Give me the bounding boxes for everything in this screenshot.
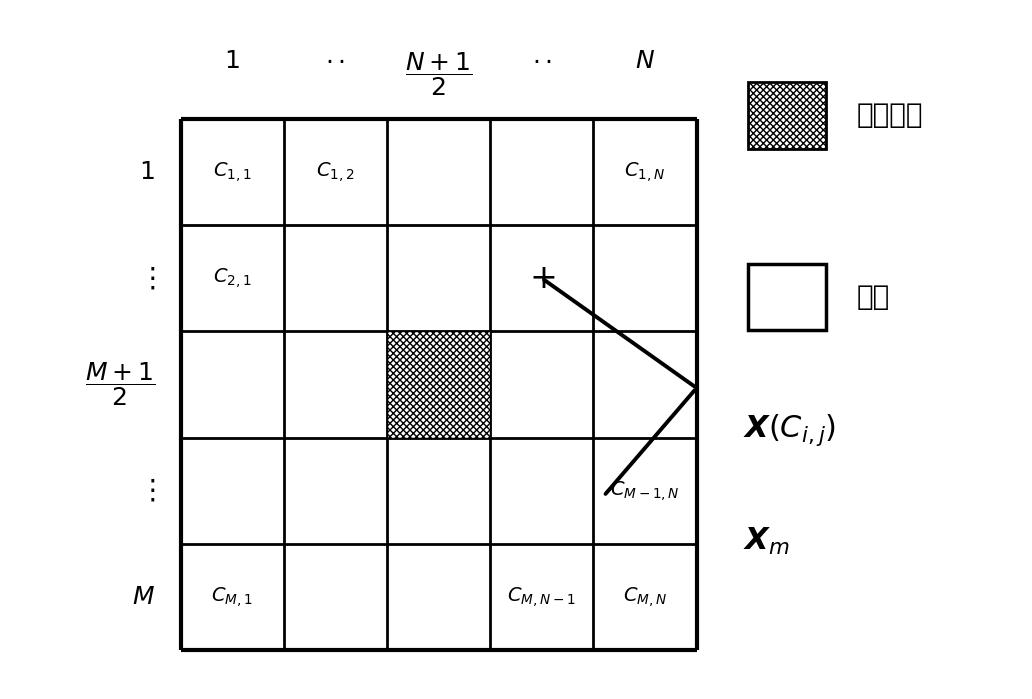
Text: $C_{M-1,N}$: $C_{M-1,N}$	[610, 479, 680, 503]
Text: $1$: $1$	[139, 160, 155, 184]
Text: $\boldsymbol{X}(C_{i,j})$: $\boldsymbol{X}(C_{i,j})$	[743, 412, 836, 448]
Text: $C_{1,N}$: $C_{1,N}$	[624, 160, 666, 184]
Bar	[748, 82, 826, 149]
Text: $M$: $M$	[132, 585, 155, 609]
Text: $1$: $1$	[224, 50, 240, 73]
Text: $\dfrac{N+1}{2}$: $\dfrac{N+1}{2}$	[405, 50, 473, 98]
Bar	[748, 264, 826, 331]
Text: $\vdots$: $\vdots$	[137, 477, 155, 505]
Text: $+$: $+$	[528, 261, 555, 295]
Text: $\cdot\cdot$: $\cdot\cdot$	[531, 50, 552, 73]
Text: $\dfrac{M+1}{2}$: $\dfrac{M+1}{2}$	[85, 361, 155, 408]
Text: $C_{M,N-1}$: $C_{M,N-1}$	[508, 585, 576, 609]
Text: $\boldsymbol{X}_{m}$: $\boldsymbol{X}_{m}$	[743, 526, 789, 557]
Text: $C_{1,2}$: $C_{1,2}$	[316, 160, 355, 184]
Bar	[387, 331, 490, 438]
Text: $C_{2,1}$: $C_{2,1}$	[213, 266, 252, 290]
Text: 中心棚格: 中心棚格	[857, 101, 923, 129]
Text: 棚格: 棚格	[857, 283, 890, 311]
Text: $C_{1,1}$: $C_{1,1}$	[213, 160, 252, 184]
Text: $C_{M,N}$: $C_{M,N}$	[623, 585, 667, 609]
Text: $\vdots$: $\vdots$	[137, 264, 155, 292]
Text: $C_{M,1}$: $C_{M,1}$	[212, 585, 253, 609]
Text: $N$: $N$	[635, 50, 655, 73]
Text: $\cdot\cdot$: $\cdot\cdot$	[325, 50, 346, 73]
